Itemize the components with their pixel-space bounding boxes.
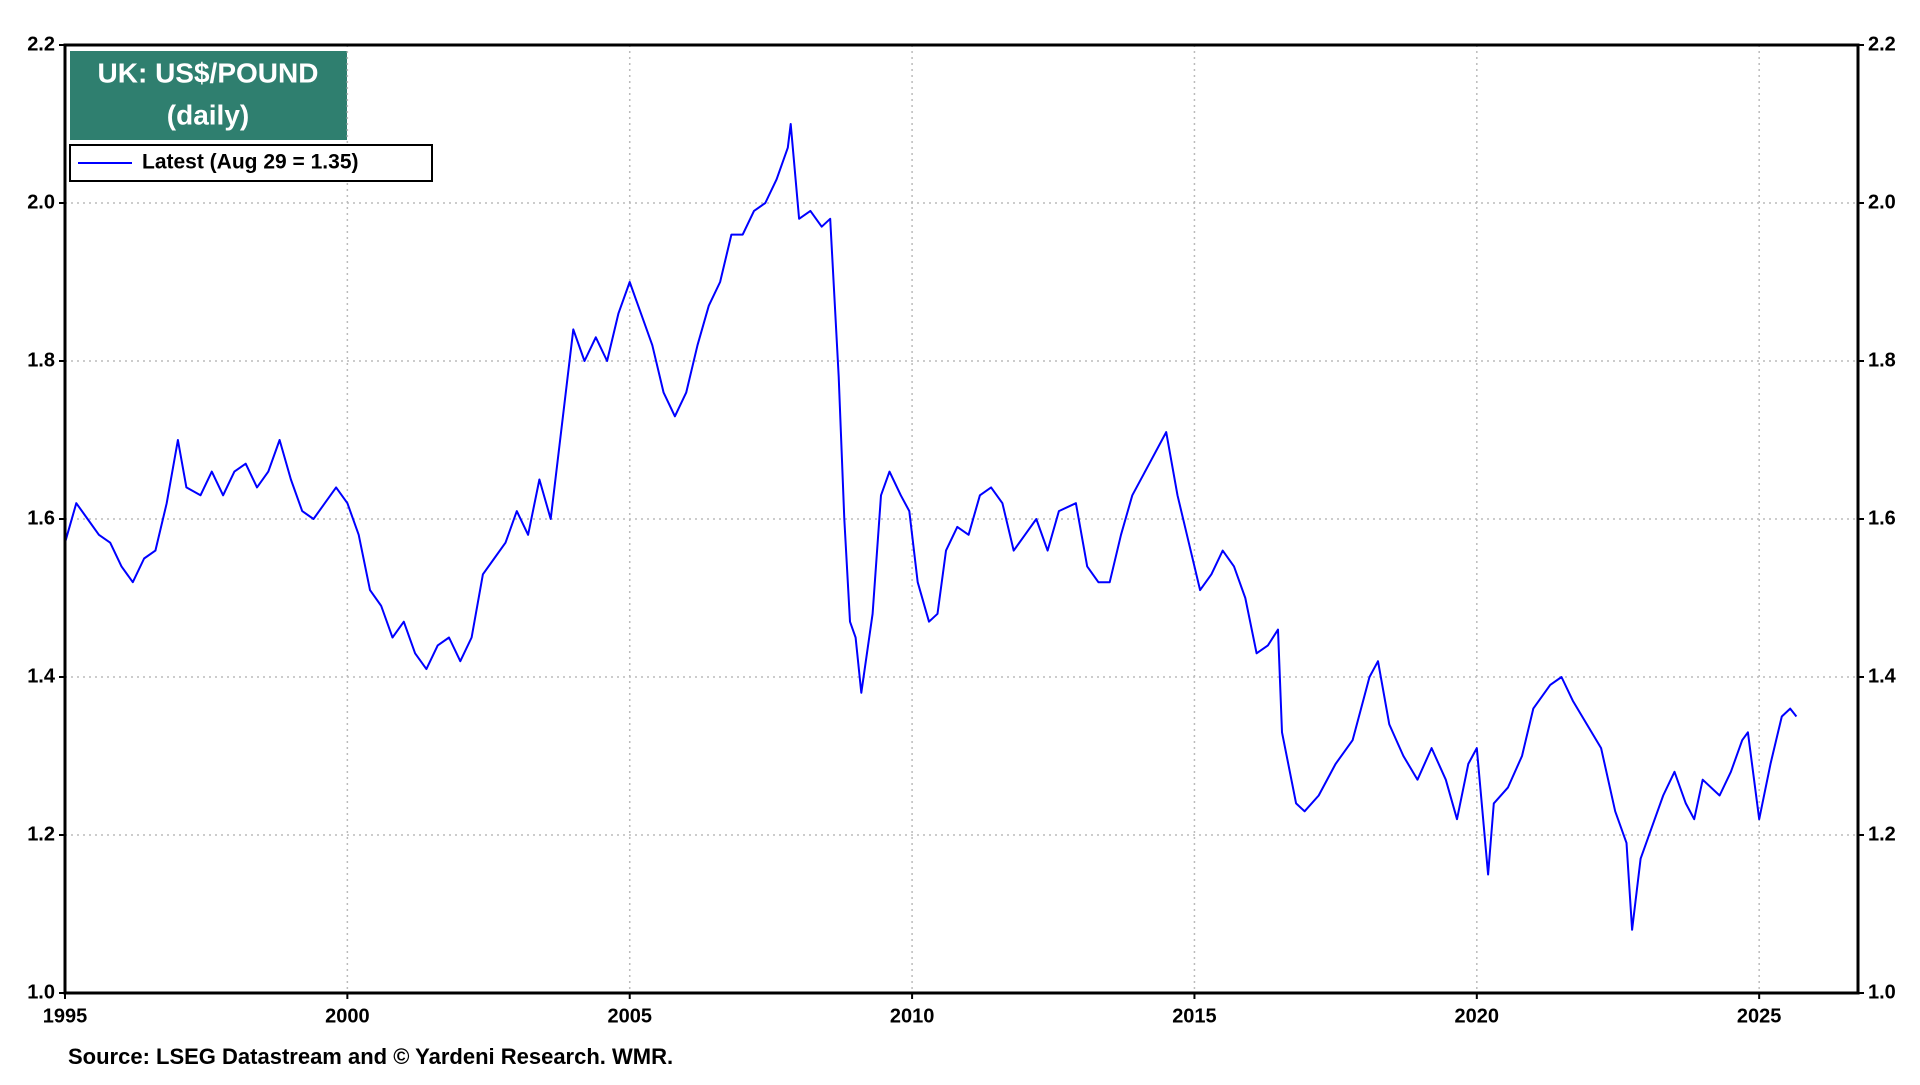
chart-title: UK: US$/POUND (98, 57, 319, 88)
y-tick-label: 1.0 (27, 981, 55, 1003)
y2-tick-label: 1.2 (1868, 823, 1896, 845)
y2-tick-label: 1.6 (1868, 507, 1896, 529)
title-box (70, 51, 347, 140)
x-tick-label: 2005 (607, 1005, 652, 1027)
source-note: Source: LSEG Datastream and © Yardeni Re… (68, 1044, 673, 1069)
chart-subtitle: (daily) (167, 99, 249, 130)
y-tick-label: 1.8 (27, 349, 55, 371)
x-tick-label: 2025 (1737, 1005, 1782, 1027)
y-tick-label: 1.4 (27, 665, 56, 687)
data-line (64, 123, 1798, 931)
y2-tick-label: 1.4 (1868, 665, 1897, 687)
y2-tick-label: 1.0 (1868, 981, 1896, 1003)
x-tick-label: 2000 (325, 1005, 370, 1027)
y-tick-label: 1.6 (27, 507, 55, 529)
plot-frame (63, 43, 1860, 995)
legend-label: Latest (Aug 29 = 1.35) (142, 151, 359, 174)
x-tick-label: 2020 (1455, 1005, 1500, 1027)
y-tick-label: 2.2 (27, 33, 55, 55)
y-tick-label: 1.2 (27, 823, 55, 845)
y2-tick-label: 2.2 (1868, 33, 1896, 55)
y2-tick-label: 1.8 (1868, 349, 1896, 371)
x-tick-label: 2010 (890, 1005, 935, 1027)
x-tick-label: 1995 (43, 1005, 88, 1027)
y2-tick-label: 2.0 (1868, 191, 1896, 213)
x-tick-label: 2015 (1172, 1005, 1217, 1027)
y-tick-label: 2.0 (27, 191, 55, 213)
